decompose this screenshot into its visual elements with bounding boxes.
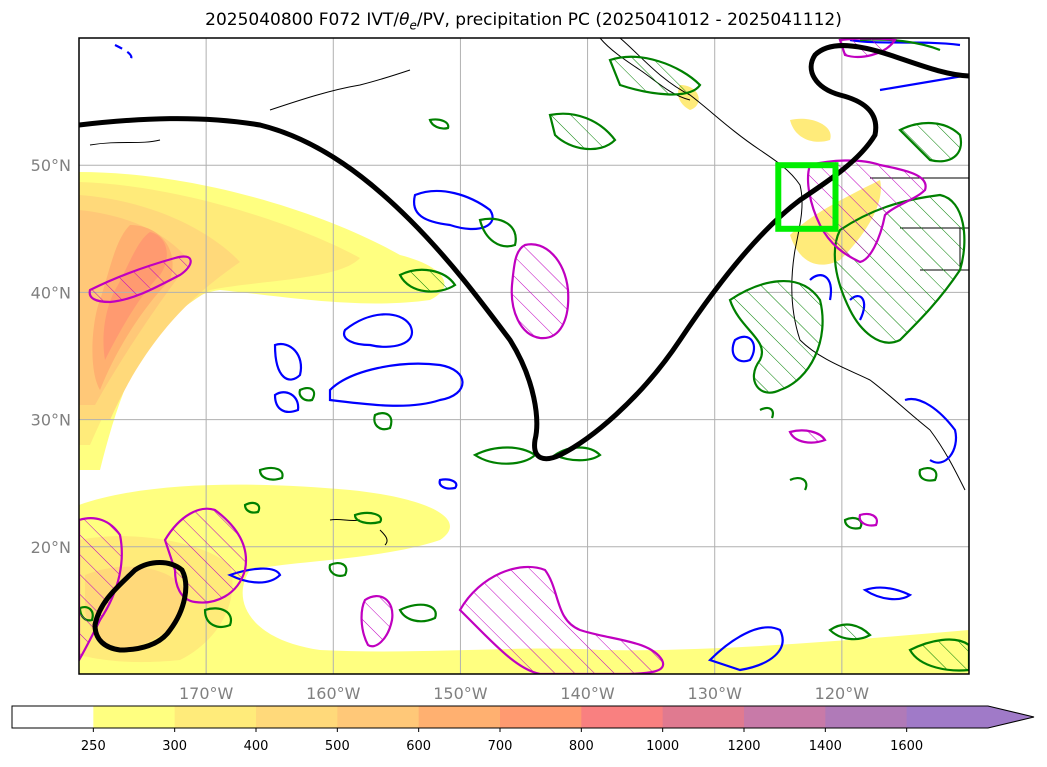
colorbar-extend-arrow [988, 706, 1034, 728]
colorbar-tick-label: 1200 [727, 739, 760, 754]
colorbar-segment [418, 706, 501, 728]
lat-tick-label: 30°N [31, 411, 71, 430]
lat-tick-label: 40°N [31, 283, 71, 302]
colorbar-segment [825, 706, 908, 728]
lat-labels: 50°N 40°N 30°N 20°N [31, 156, 71, 557]
lon-tick-label: 160°W [306, 684, 361, 703]
colorbar-segment [93, 706, 176, 728]
colorbar-segment [906, 706, 989, 728]
colorbar-tick-label: 1600 [890, 739, 923, 754]
map-frame [78, 37, 970, 675]
colorbar-segment [662, 706, 745, 728]
colorbar-tick-label: 800 [569, 739, 594, 754]
colorbar-tick-label: 250 [81, 739, 106, 754]
colorbar-tick-label: 1000 [646, 739, 679, 754]
colorbar-segment [500, 706, 582, 728]
colorbar-segment [744, 706, 826, 728]
lat-tick-label: 20°N [31, 538, 71, 557]
precip-contours [79, 38, 969, 672]
colorbar-segment [256, 706, 338, 728]
colorbar-tick-label: 400 [244, 739, 269, 754]
colorbar-tick-label: 700 [488, 739, 513, 754]
colorbar-segment [174, 706, 257, 728]
lat-tick-label: 50°N [31, 156, 71, 175]
lon-tick-label: 120°W [815, 684, 870, 703]
lon-tick-label: 130°W [688, 684, 743, 703]
lon-tick-label: 140°W [560, 684, 615, 703]
map-area [79, 38, 969, 674]
colorbar: 250 300 400 500 600 700 800 1000 1200 1400 1600 [11, 705, 1035, 754]
pv-contours [79, 43, 969, 653]
colorbar-outline [11, 705, 1035, 729]
lon-tick-label: 170°W [179, 684, 234, 703]
colorbar-tick-label: 1400 [809, 739, 842, 754]
colorbar-segment [12, 706, 94, 728]
target-box [775, 162, 839, 232]
colorbar-segment [581, 706, 664, 728]
colorbar-tick-label: 600 [406, 739, 431, 754]
chart-title: 2025040800 F072 IVT/θe/PV, precipitation… [205, 10, 842, 33]
lon-tick-label: 150°W [433, 684, 488, 703]
lon-labels: 170°W 160°W 150°W 140°W 130°W 120°W [179, 684, 869, 703]
pc-contours [79, 38, 927, 674]
colorbar-tick-label: 500 [325, 739, 350, 754]
colorbar-segment [337, 706, 420, 728]
colorbar-tick-label: 300 [162, 739, 187, 754]
